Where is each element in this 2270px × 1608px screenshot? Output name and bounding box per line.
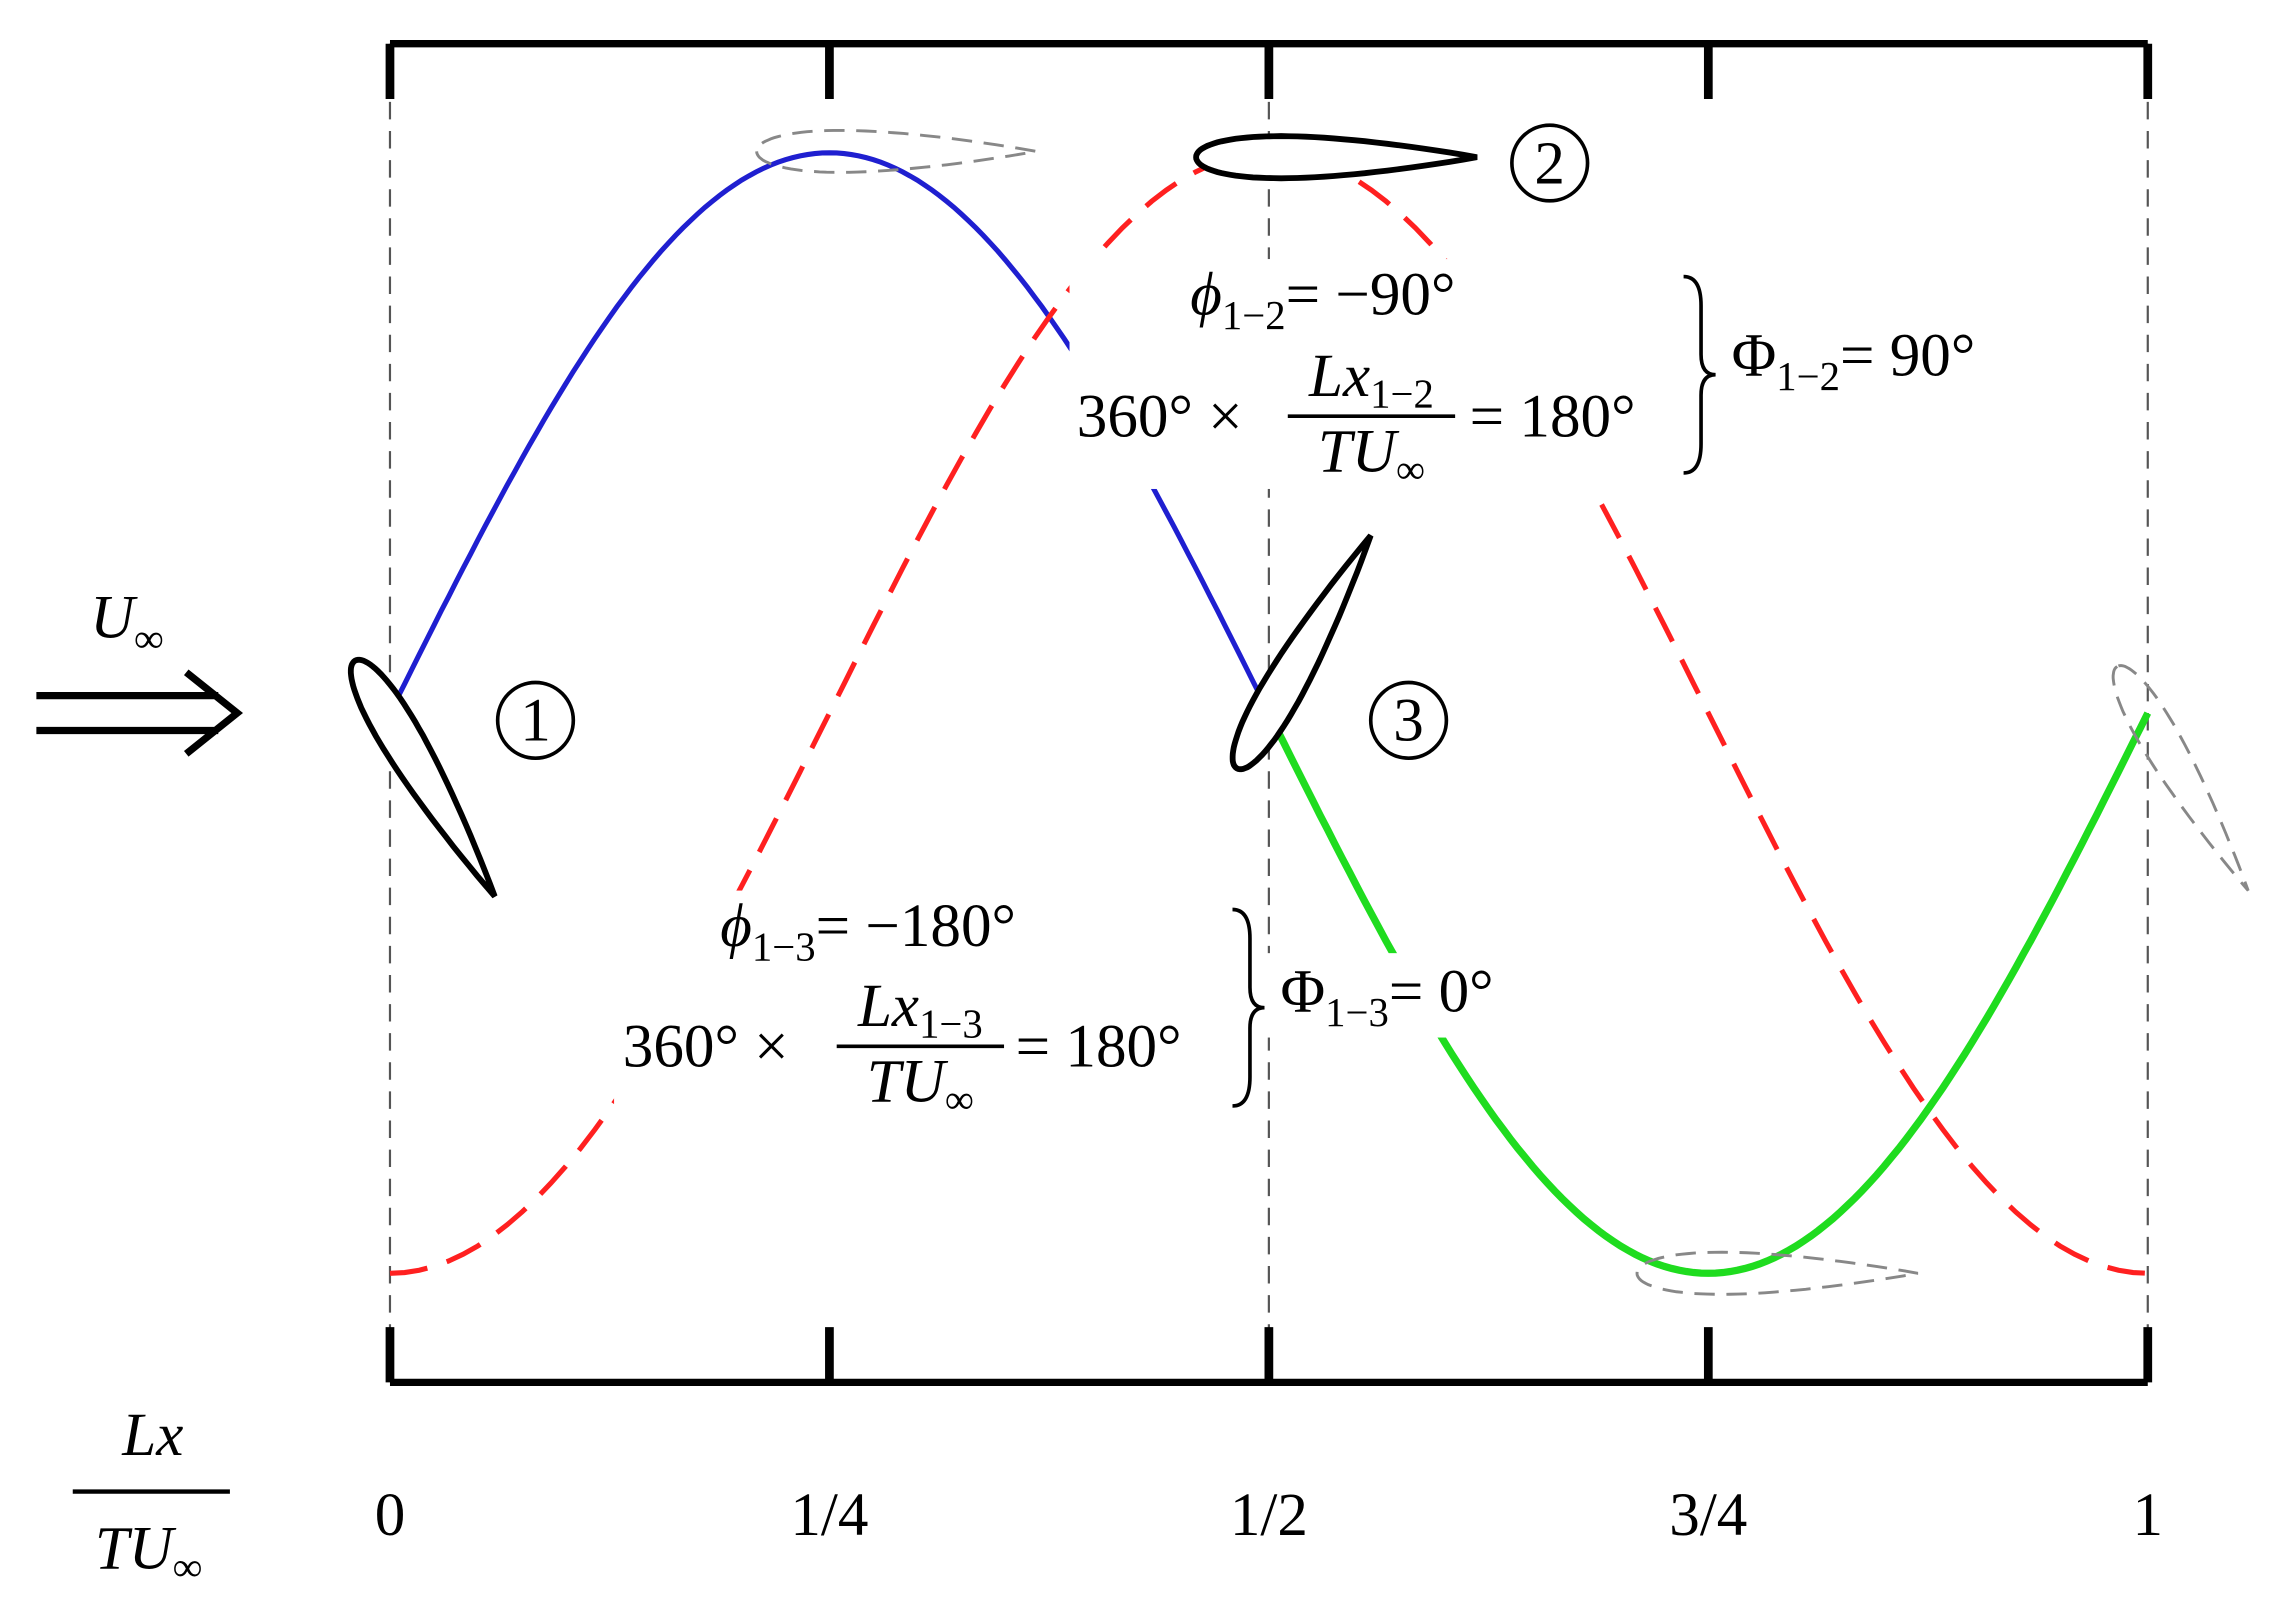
spacing-numerator: Lx [857, 973, 919, 1040]
inflow-label: U∞ [90, 584, 163, 661]
annotation-text: TU∞ [1318, 419, 1425, 493]
inflow-arrow [36, 669, 244, 757]
x-tick-label: 1 [2132, 1482, 2163, 1549]
phase-subscript: 1−3 [752, 924, 816, 969]
x-axis-denominator-subscript: ∞ [173, 1544, 202, 1589]
annotation-background [1699, 323, 2078, 408]
x-tick-label: 1/4 [790, 1482, 868, 1549]
spacing-numerator: Lx [1308, 343, 1370, 410]
spacing-denominator-subscript: ∞ [945, 1077, 974, 1122]
spacing-denominator: TU [1318, 419, 1400, 486]
brace [1683, 274, 1716, 475]
foil [1193, 133, 1478, 182]
total-symbol: Φ [1732, 322, 1777, 389]
x-axis-denominator: TU∞ [95, 1516, 202, 1590]
phase-symbol: ϕ [1190, 261, 1222, 328]
foil-label: 2 [1534, 130, 1565, 197]
annotation-text: 360° × [623, 1014, 789, 1081]
x-tick-label: 0 [375, 1482, 406, 1549]
annotation-background [1069, 259, 1699, 489]
spacing-value: = 180° [1470, 384, 1636, 451]
phase-value: = −90° [1286, 261, 1456, 328]
frame [385, 40, 2153, 1387]
spacing-numerator-subscript: 1−2 [1370, 371, 1434, 416]
spacing-numerator-subscript: 1−3 [919, 1002, 983, 1047]
x-tick-label: 3/4 [1669, 1482, 1747, 1549]
foil-label-circle [495, 680, 576, 760]
foil-label: 1 [520, 688, 551, 755]
total-value: = 90° [1840, 322, 1975, 389]
inflow-symbol: U [90, 584, 138, 651]
foils [347, 128, 2250, 1296]
foil [347, 656, 498, 899]
annotation-text: = 180° [1470, 384, 1636, 451]
spacing-denominator-subscript: ∞ [1396, 447, 1425, 492]
annotation-text: Lx1−2 [1308, 343, 1434, 417]
spacing-prefix: 360° × [1077, 384, 1243, 451]
total-subscript: 1−3 [1325, 990, 1389, 1035]
phase-value: = −180° [816, 893, 1016, 960]
annotation-background [614, 890, 1240, 1124]
annotation-text: Lx1−3 [857, 973, 983, 1047]
foil [1229, 533, 1374, 773]
x-axis-denominator-main: TU [95, 1516, 177, 1583]
phase-subscript: 1−2 [1222, 293, 1286, 338]
annotation-text: Φ1−2= 90° [1732, 322, 1976, 399]
total-subscript: 1−2 [1776, 354, 1840, 399]
annotation-text: Φ1−3= 0° [1281, 958, 1494, 1035]
annotation-background [1248, 953, 1584, 1038]
spacing-denominator: TU [867, 1049, 949, 1116]
foil-label-circle [1368, 680, 1449, 760]
spacing-prefix: 360° × [623, 1014, 789, 1081]
spacing-value: = 180° [1016, 1014, 1182, 1081]
total-symbol: Φ [1281, 958, 1326, 1025]
annotation-text: TU∞ [867, 1049, 974, 1123]
x-tick-label: 1/2 [1230, 1482, 1308, 1549]
total-value: = 0° [1389, 958, 1494, 1025]
annotation-text: = 180° [1016, 1014, 1182, 1081]
ghost-foil [2111, 664, 2250, 892]
x-axis-numerator: Lx [121, 1402, 183, 1469]
ghost-foil [755, 128, 1037, 174]
foil-label: 3 [1393, 688, 1424, 755]
ghost-foil [1635, 1250, 1919, 1296]
annotation-text: ϕ1−3= −180° [720, 893, 1016, 970]
foil-label-circle [1510, 123, 1590, 203]
annotation-text: ϕ1−2= −90° [1190, 261, 1455, 338]
annotation-text: 360° × [1077, 384, 1243, 451]
inflow-subscript: ∞ [134, 616, 163, 661]
phase-symbol: ϕ [720, 893, 752, 960]
